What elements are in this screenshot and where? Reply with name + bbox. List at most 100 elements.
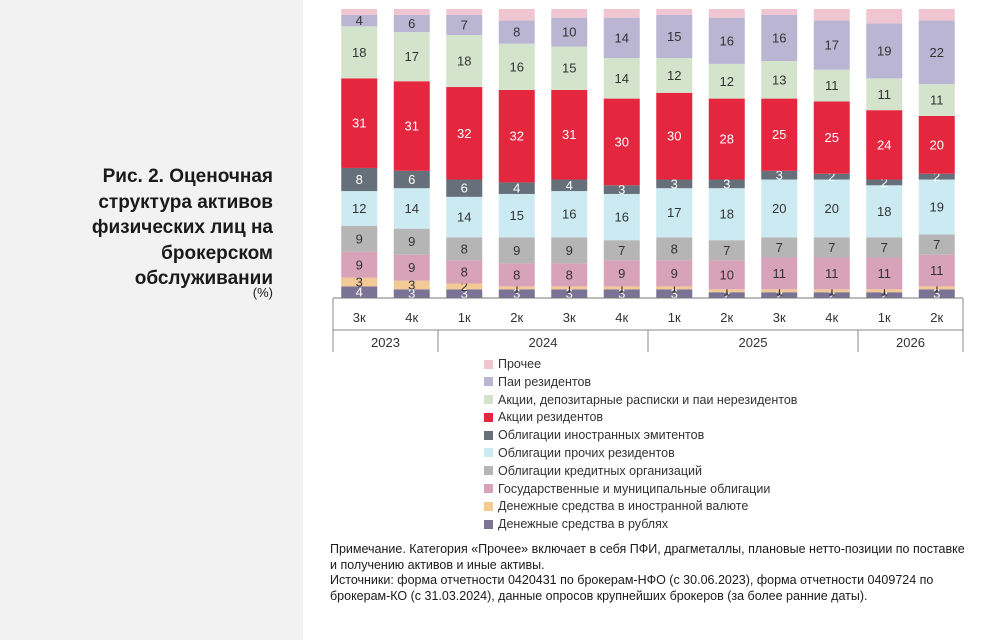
bar-segment: [446, 260, 483, 284]
data-label: 30: [667, 129, 681, 144]
bar-segment: [551, 179, 588, 192]
data-label: 3: [723, 176, 730, 191]
x-tick-label: 2к: [930, 310, 943, 325]
bar-segment: [393, 254, 430, 281]
bar-segment: [813, 9, 850, 21]
bar-segment: [446, 87, 483, 180]
bar-segment: [656, 92, 693, 180]
data-label: 16: [772, 30, 786, 45]
bar-segment: [708, 260, 745, 290]
legend-swatch: [484, 484, 493, 494]
data-label: 8: [513, 267, 520, 282]
bar-segment: [656, 289, 693, 298]
bar-segment: [341, 14, 378, 27]
bar-segment: [446, 9, 483, 15]
data-label: 4: [513, 181, 520, 196]
data-label: 20: [930, 137, 944, 152]
figure-title: Рис. 2. Оценочная структура активов физи…: [91, 166, 273, 289]
legend-swatch: [484, 412, 493, 422]
stacked-bar-chart: 4399128311843к3399146311764к328814632187…: [332, 9, 964, 352]
x-tick-label: 4к: [825, 310, 838, 325]
year-label: 2026: [896, 335, 925, 350]
bar-segment: [866, 110, 903, 180]
legend-item: Акции резидентов: [484, 409, 797, 427]
data-label: 18: [720, 207, 734, 222]
legend-item: Государственные и муниципальные облигаци…: [484, 481, 797, 499]
title-panel: Рис. 2. Оценочная структура активов физи…: [0, 0, 303, 640]
bar-segment: [656, 179, 693, 189]
data-label: 11: [878, 87, 892, 102]
bar-segment: [918, 20, 955, 85]
bar-segment: [866, 23, 903, 79]
bar-segment: [393, 188, 430, 229]
data-label: 19: [877, 43, 891, 58]
bar-segment: [813, 69, 850, 102]
bar-segment: [498, 43, 535, 90]
legend-label: Денежные средства в иностранной валюте: [498, 499, 749, 514]
bar-segment: [761, 237, 798, 258]
bar-segment: [393, 81, 430, 171]
chart-legend: Прочее Паи резидентов Акции, депозитарные …: [484, 356, 797, 534]
bar-segment: [603, 58, 640, 99]
bar-segment: [393, 289, 430, 298]
x-tick-label: 1к: [458, 310, 471, 325]
bar-segment: [708, 240, 745, 261]
bar-segment: [656, 260, 693, 287]
legend-label: Акции, депозитарные расписки и паи нерез…: [498, 392, 798, 407]
bar-segment: [813, 101, 850, 174]
bar-segment: [498, 289, 535, 298]
bar-segment: [446, 289, 483, 298]
data-label: 7: [618, 243, 625, 258]
legend-swatch: [484, 377, 493, 387]
bar-segment: [918, 289, 955, 298]
bar-segment: [603, 240, 640, 261]
data-label: 9: [408, 234, 415, 249]
data-label: 16: [562, 207, 576, 222]
data-label: 2: [828, 169, 835, 184]
data-label: 16: [615, 210, 629, 225]
data-label: 8: [566, 267, 573, 282]
data-label: 1: [933, 280, 940, 295]
data-label: 4: [566, 178, 573, 193]
bar-segment: [656, 9, 693, 15]
legend-label: Облигации прочих резидентов: [498, 445, 675, 460]
data-label: 9: [513, 243, 520, 258]
data-label: 18: [352, 45, 366, 60]
data-label: 13: [772, 72, 786, 87]
bar-segment: [761, 98, 798, 171]
data-label: 25: [825, 130, 839, 145]
bar-segment: [341, 191, 378, 226]
data-label: 2: [461, 279, 468, 294]
data-label: 1: [881, 283, 888, 298]
data-label: 1: [671, 280, 678, 295]
data-label: 20: [825, 201, 839, 216]
legend-item: Денежные средства в иностранной валюте: [484, 498, 797, 516]
year-label: 2023: [371, 335, 400, 350]
data-label: 25: [772, 127, 786, 142]
bar-segment: [813, 289, 850, 293]
data-label: 28: [720, 132, 734, 147]
bar-segment: [656, 237, 693, 261]
data-label: 12: [720, 74, 734, 89]
bar-segment: [656, 188, 693, 238]
bar-segment: [446, 196, 483, 238]
data-label: 11: [773, 266, 787, 281]
bar-segment: [918, 115, 955, 174]
bar-segment: [761, 179, 798, 238]
data-label: 2: [933, 169, 940, 184]
data-label: 14: [615, 30, 629, 45]
data-label: 8: [671, 241, 678, 256]
data-label: 3: [356, 275, 363, 290]
data-label: 16: [510, 59, 524, 74]
legend-label: Паи резидентов: [498, 374, 592, 389]
legend-item: Облигации прочих резидентов: [484, 445, 797, 463]
bar-segment: [866, 289, 903, 293]
bar-segment: [341, 225, 378, 252]
data-label: 12: [667, 68, 681, 83]
legend-swatch: [484, 466, 493, 476]
bar-segment: [708, 98, 745, 180]
bar-segment: [866, 9, 903, 24]
data-label: 8: [356, 172, 363, 187]
data-label: 30: [615, 134, 629, 149]
data-label: 3: [618, 286, 625, 301]
